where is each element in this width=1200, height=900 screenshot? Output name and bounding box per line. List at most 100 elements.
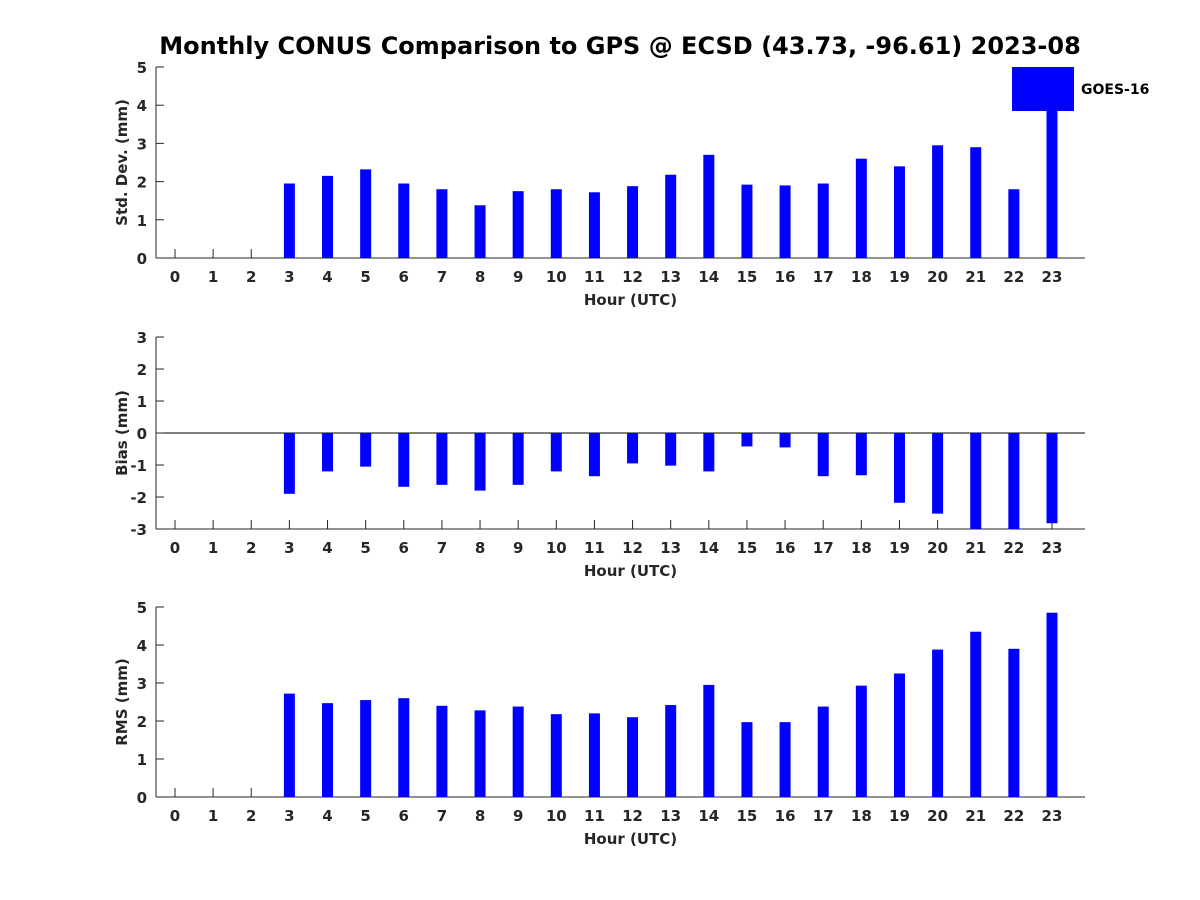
- x-tick-label: 4: [322, 807, 332, 825]
- bar-hour-11: [588, 433, 600, 477]
- x-tick-label: 10: [546, 807, 567, 825]
- bar-hour-6: [398, 433, 410, 487]
- y-tick-label: 1: [137, 393, 147, 411]
- x-tick-label: 5: [360, 807, 370, 825]
- x-tick-label: 20: [927, 807, 948, 825]
- bar-hour-22: [1008, 648, 1020, 797]
- bar-hour-20: [932, 649, 944, 797]
- x-tick-label: 14: [698, 807, 719, 825]
- x-tick-label: 13: [660, 268, 681, 286]
- bar-hour-8: [474, 205, 486, 258]
- y-tick-label: 0: [137, 250, 147, 268]
- bar-hour-23: [1046, 612, 1058, 797]
- y-tick-label: 3: [137, 675, 147, 693]
- x-tick-label: 21: [965, 539, 986, 557]
- x-tick-label: 4: [322, 539, 332, 557]
- x-tick-label: 16: [775, 539, 796, 557]
- x-tick-label: 23: [1042, 539, 1063, 557]
- bar-hour-16: [779, 185, 791, 258]
- bar-hour-23: [1046, 110, 1058, 259]
- legend-swatch: [1012, 67, 1074, 111]
- bar-hour-21: [970, 433, 982, 529]
- bar-hour-14: [703, 154, 715, 258]
- bar-hour-16: [779, 433, 791, 448]
- bar-hour-3: [283, 183, 295, 258]
- x-tick-label: 16: [775, 268, 796, 286]
- y-tick-label: 3: [137, 329, 147, 347]
- bar-hour-18: [855, 158, 867, 258]
- x-tick-label: 22: [1003, 268, 1024, 286]
- x-tick-label: 15: [737, 807, 758, 825]
- bar-hour-13: [665, 705, 677, 797]
- bar-hour-15: [741, 722, 753, 797]
- bar-hour-9: [512, 706, 524, 797]
- x-axis-label: Hour (UTC): [584, 562, 677, 580]
- y-tick-label: -2: [130, 489, 147, 507]
- y-axis-label: Bias (mm): [113, 390, 131, 476]
- y-tick-label: 4: [137, 637, 147, 655]
- legend: GOES-16: [1012, 67, 1149, 111]
- x-tick-label: 19: [889, 268, 910, 286]
- bar-hour-12: [627, 433, 639, 464]
- x-tick-label: 5: [360, 539, 370, 557]
- bar-hour-3: [283, 693, 295, 797]
- bar-hour-11: [588, 713, 600, 797]
- x-tick-label: 7: [437, 539, 447, 557]
- y-tick-label: 5: [137, 59, 147, 77]
- bar-hour-15: [741, 184, 753, 258]
- legend-label: GOES-16: [1081, 82, 1149, 98]
- x-tick-label: 21: [965, 807, 986, 825]
- bar-hour-10: [550, 714, 562, 797]
- x-tick-label: 14: [698, 268, 719, 286]
- bar-hour-11: [588, 192, 600, 258]
- x-tick-label: 2: [246, 807, 256, 825]
- bar-hour-7: [436, 705, 448, 797]
- x-tick-label: 4: [322, 268, 332, 286]
- bar-hour-13: [665, 174, 677, 258]
- bar-hour-13: [665, 433, 677, 466]
- x-tick-label: 0: [170, 268, 180, 286]
- x-tick-label: 13: [660, 539, 681, 557]
- bar-hour-6: [398, 183, 410, 258]
- bar-hour-19: [893, 166, 905, 258]
- x-tick-label: 1: [208, 268, 218, 286]
- bar-hour-22: [1008, 433, 1020, 529]
- x-tick-label: 0: [170, 807, 180, 825]
- y-tick-label: 2: [137, 713, 147, 731]
- x-tick-label: 15: [737, 539, 758, 557]
- x-tick-label: 9: [513, 268, 523, 286]
- x-tick-label: 17: [813, 807, 834, 825]
- x-tick-label: 18: [851, 268, 872, 286]
- x-tick-label: 6: [399, 268, 409, 286]
- x-tick-label: 18: [851, 539, 872, 557]
- bar-hour-17: [817, 183, 829, 258]
- bar-hour-5: [360, 700, 372, 797]
- y-tick-label: 0: [137, 789, 147, 807]
- y-tick-label: 4: [137, 97, 147, 115]
- bar-hour-16: [779, 722, 791, 797]
- x-tick-label: 20: [927, 539, 948, 557]
- x-tick-label: 11: [584, 539, 605, 557]
- bar-hour-7: [436, 433, 448, 485]
- x-tick-label: 17: [813, 268, 834, 286]
- x-tick-label: 18: [851, 807, 872, 825]
- x-tick-label: 15: [737, 268, 758, 286]
- bar-hour-4: [322, 703, 334, 797]
- y-tick-label: 3: [137, 135, 147, 153]
- x-tick-label: 9: [513, 807, 523, 825]
- x-tick-label: 1: [208, 539, 218, 557]
- x-tick-label: 12: [622, 268, 643, 286]
- x-tick-label: 14: [698, 539, 719, 557]
- x-tick-label: 10: [546, 539, 567, 557]
- y-tick-label: 2: [137, 361, 147, 379]
- x-tick-label: 1: [208, 807, 218, 825]
- bar-hour-20: [932, 145, 944, 258]
- x-tick-label: 22: [1003, 807, 1024, 825]
- chart-title: Monthly CONUS Comparison to GPS @ ECSD (…: [159, 32, 1081, 60]
- bar-hour-10: [550, 189, 562, 258]
- y-tick-label: 5: [137, 599, 147, 617]
- x-tick-label: 17: [813, 539, 834, 557]
- x-tick-label: 3: [284, 539, 294, 557]
